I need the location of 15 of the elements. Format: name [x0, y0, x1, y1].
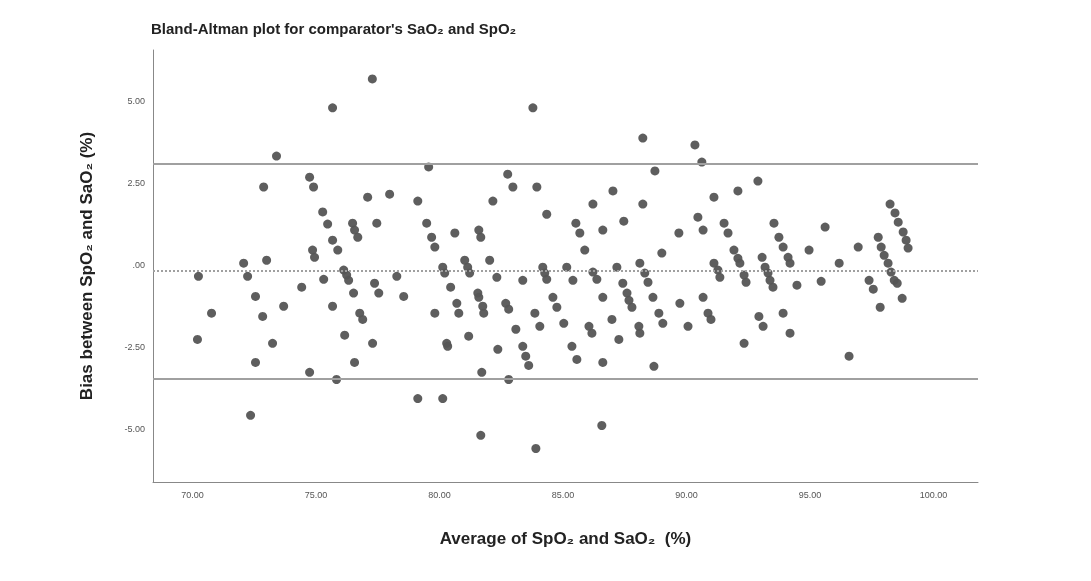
y-tick-label: 2.50: [127, 178, 145, 189]
y-axis-title: Bias between SpO₂ and SaO₂ (%): [77, 131, 96, 401]
x-tick-label: 95.00: [798, 489, 822, 500]
x-tick-label: 70.00: [181, 489, 204, 500]
x-tick-label: 75.00: [304, 489, 328, 500]
x-tick-label: 85.00: [551, 489, 575, 500]
x-axis-title: Average of SpO₂ and SaO₂ (%): [439, 529, 692, 548]
chart-title: Bland-Altman plot for comparator's SaO₂ and SpO₂: [151, 20, 517, 37]
y-tick-label: 5.00: [127, 95, 145, 106]
y-tick-label: .00: [132, 260, 145, 271]
y-tick-label: -2.50: [124, 342, 145, 353]
x-tick-label: 80.00: [428, 489, 451, 500]
x-tick-label: 90.00: [675, 489, 698, 500]
x-tick-label: 100.00: [919, 489, 948, 500]
y-tick-label: -5.00: [124, 424, 145, 435]
